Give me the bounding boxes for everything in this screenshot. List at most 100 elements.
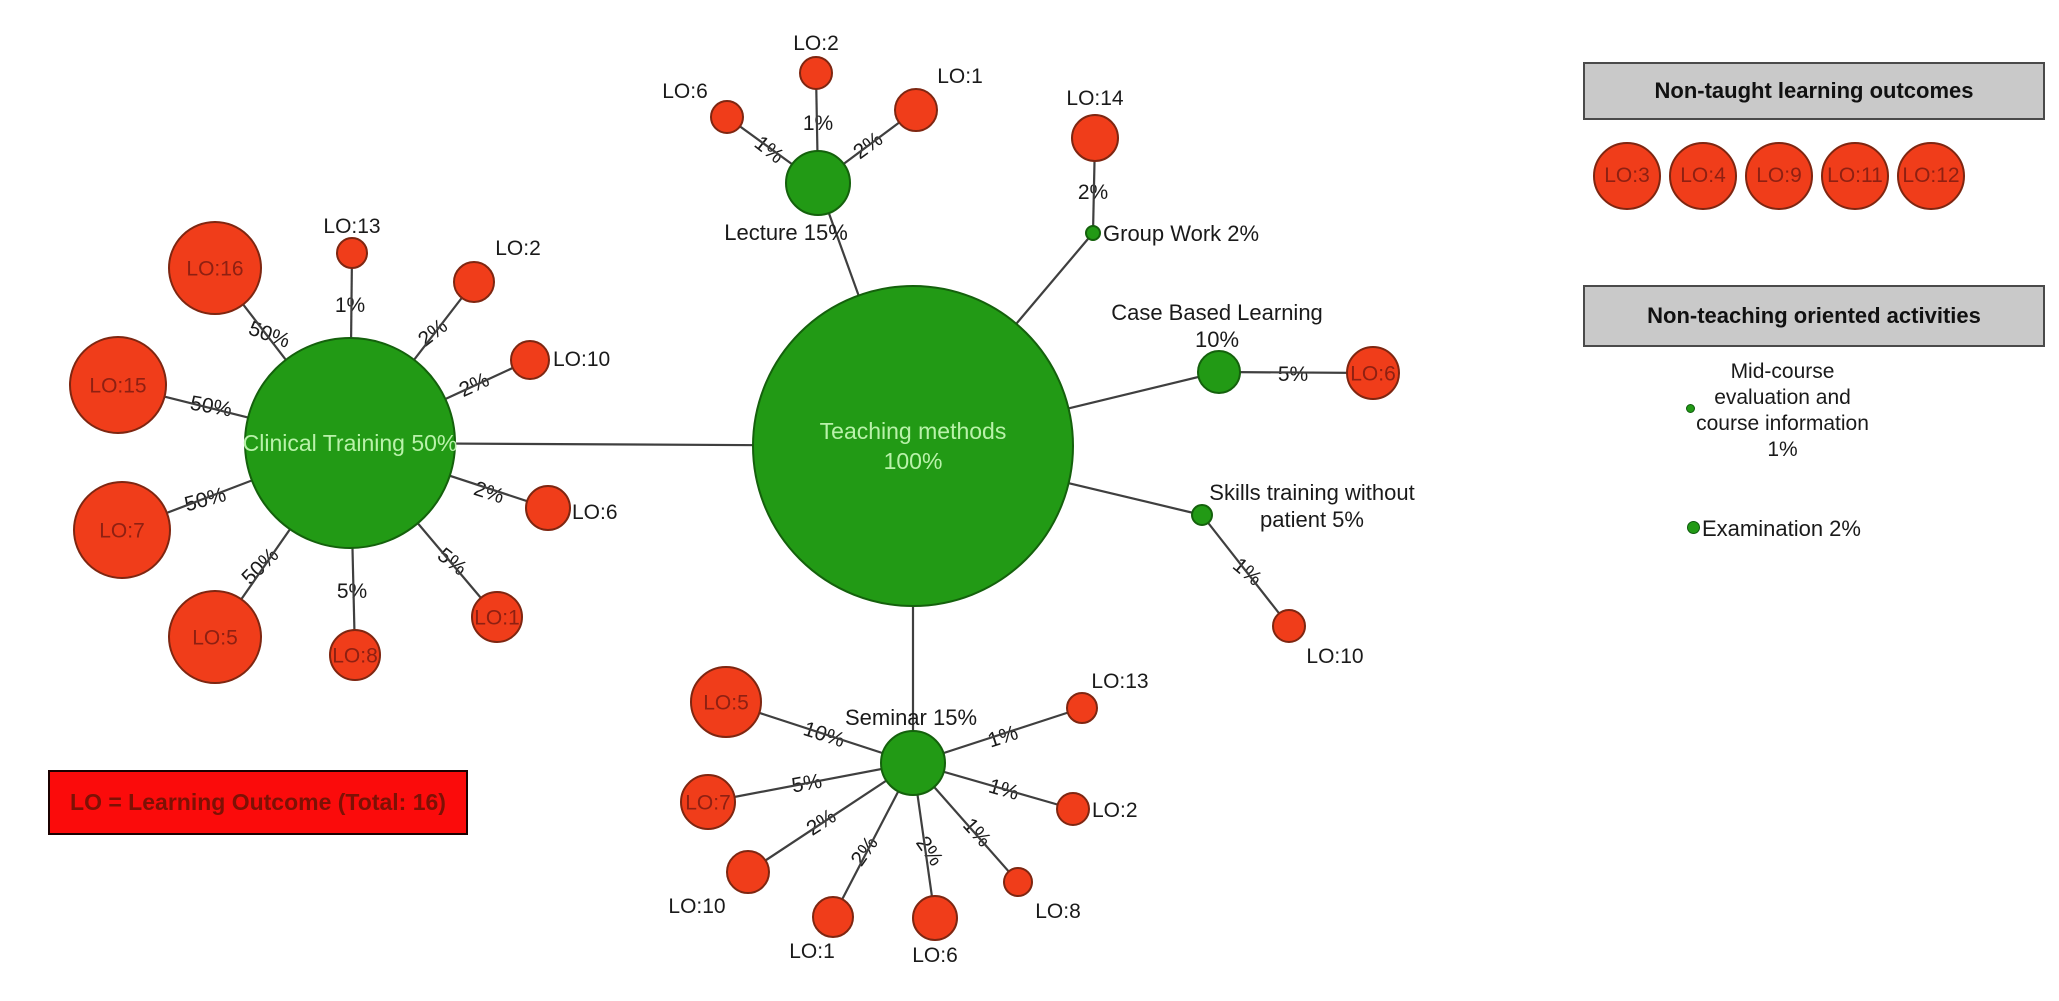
mid-course-line-2: evaluation and <box>1714 386 1851 409</box>
outcome-node-c5 <box>168 590 262 684</box>
node-label-clinical: Clinical Training 50% <box>243 430 458 456</box>
non-teaching-activities-header: Non-teaching oriented activities <box>1583 285 2045 347</box>
outcome-node-m1 <box>812 896 854 938</box>
outcome-node-m10 <box>726 850 770 894</box>
outcome-node-m13 <box>1066 692 1098 724</box>
node-label-l2: LO:2 <box>793 32 839 55</box>
node-label-l6: LO:6 <box>662 80 708 103</box>
mid-course-line-4: 1% <box>1767 438 1798 461</box>
node-label-m6: LO:6 <box>912 944 958 967</box>
mid-course-activity-dot <box>1686 404 1695 413</box>
method-node-lecture <box>785 150 851 216</box>
outcome-node-c7 <box>73 481 171 579</box>
node-label-lecture: Lecture 15% <box>724 220 848 245</box>
lo-legend-text: LO = Learning Outcome (Total: 16) <box>70 789 446 815</box>
node-label-c13: LO:13 <box>323 215 380 238</box>
outcome-node-cb6 <box>1346 346 1400 400</box>
outcome-node-l14 <box>1071 114 1119 162</box>
edge-skills-s10 <box>1201 514 1290 627</box>
node-label-groupwork: Group Work 2% <box>1103 221 1259 246</box>
node-label-c7: LO:7 <box>99 519 145 542</box>
node-label-m10: LO:10 <box>668 895 725 918</box>
outcome-node-m6 <box>912 895 958 941</box>
non-taught-outcome-label: LO:11 <box>1827 164 1883 187</box>
non-teaching-activities-title: Non-teaching oriented activities <box>1647 303 1981 328</box>
method-node-cbl <box>1197 350 1241 394</box>
examination-label: Examination 2% <box>1702 516 1861 541</box>
lo-legend-box: LO = Learning Outcome (Total: 16) <box>48 770 468 835</box>
non-taught-outcomes-title: Non-taught learning outcomes <box>1654 78 1974 103</box>
node-label-m13: LO:13 <box>1091 670 1148 693</box>
node-labels-layer: Teaching methods 100% Clinical Training 50… <box>89 32 1414 967</box>
node-label-c8: LO:8 <box>332 644 378 667</box>
node-label-c6: LO:6 <box>572 501 618 524</box>
outcome-node-m5 <box>690 666 762 738</box>
edge-label-clinical-c16: 50% <box>246 317 293 353</box>
node-label-cbl: Case Based Learning <box>1111 300 1323 325</box>
non-taught-outcomes-header: Non-taught learning outcomes <box>1583 62 2045 120</box>
outcome-node-c16 <box>168 221 262 315</box>
edge-label-clinical-c15: 50% <box>188 392 233 422</box>
node-label-skills: Skills training without <box>1209 480 1414 505</box>
outcome-node-m2 <box>1056 792 1090 826</box>
non-taught-outcome-label: LO:3 <box>1604 164 1650 187</box>
node-label-cb6: LO:6 <box>1350 362 1396 385</box>
outcome-node-l6 <box>710 100 744 134</box>
outcome-node-c1 <box>471 591 523 643</box>
nodes-layer <box>69 56 1400 941</box>
edge-seminar-m7 <box>707 761 914 804</box>
non-taught-outcome-lo-3: LO:3 <box>1593 142 1661 210</box>
node-label-c10: LO:10 <box>553 348 610 371</box>
method-node-groupwork <box>1085 225 1101 241</box>
node-label-l1: LO:1 <box>937 65 983 88</box>
non-taught-outcome-lo-9: LO:9 <box>1745 142 1813 210</box>
method-node-skills <box>1191 504 1213 526</box>
outcome-node-l2 <box>799 56 833 90</box>
non-taught-outcomes-row: LO:3 LO:4 LO:9 LO:11 LO:12 <box>1593 142 1965 210</box>
outcome-node-c8 <box>329 629 381 681</box>
edge-label-seminar-m1: 2% <box>847 832 883 870</box>
non-taught-outcome-lo-11: LO:11 <box>1821 142 1889 210</box>
examination-activity-dot <box>1687 521 1700 534</box>
mid-course-line-3: course information <box>1696 412 1869 435</box>
node-label-m7: LO:7 <box>685 791 731 814</box>
outcome-node-m8 <box>1003 867 1033 897</box>
node-label-c15: LO:15 <box>89 374 146 397</box>
edge-label-clinical-c13: 1% <box>335 294 365 317</box>
non-taught-outcome-lo-12: LO:12 <box>1897 142 1965 210</box>
node-label-cbl: 10% <box>1195 327 1239 352</box>
edge-label-cbl-cb6: 5% <box>1278 363 1308 386</box>
outcome-node-c15 <box>69 336 167 434</box>
non-taught-outcome-label: LO:4 <box>1680 164 1726 187</box>
mid-course-evaluation-label: Mid-course evaluation and course informa… <box>1640 359 1925 463</box>
node-label-c16: LO:16 <box>186 257 243 280</box>
node-label-seminar: Seminar 15% <box>845 705 977 730</box>
non-taught-outcome-label: LO:9 <box>1756 164 1802 187</box>
method-node-seminar <box>880 730 946 796</box>
non-taught-outcome-label: LO:12 <box>1902 164 1960 187</box>
node-label-c2: LO:2 <box>495 237 541 260</box>
node-label-l14: LO:14 <box>1066 87 1124 110</box>
outcome-node-s10 <box>1272 609 1306 643</box>
node-label-c1: LO:1 <box>474 606 520 629</box>
non-taught-outcome-lo-4: LO:4 <box>1669 142 1737 210</box>
edge-label-seminar-m6: 2% <box>911 832 947 870</box>
outcome-node-c13 <box>336 237 368 269</box>
edge-label-clinical-c7: 50% <box>182 483 229 516</box>
node-label-s10: LO:10 <box>1306 645 1363 668</box>
node-label-skills: patient 5% <box>1260 507 1364 532</box>
outcome-node-c2 <box>453 261 495 303</box>
mid-course-line-1: Mid-course <box>1730 360 1835 383</box>
outcome-node-m7 <box>680 774 736 830</box>
node-label-c5: LO:5 <box>192 626 238 649</box>
edge-label-clinical-c2: 2% <box>414 314 452 351</box>
node-label-m5: LO:5 <box>703 691 749 714</box>
method-node-clinical <box>244 337 456 549</box>
node-label-m2: LO:2 <box>1092 799 1138 822</box>
outcome-node-l1 <box>894 88 938 132</box>
node-label-m8: LO:8 <box>1035 900 1081 923</box>
outcome-node-c6 <box>525 485 571 531</box>
node-label-m1: LO:1 <box>789 940 835 963</box>
